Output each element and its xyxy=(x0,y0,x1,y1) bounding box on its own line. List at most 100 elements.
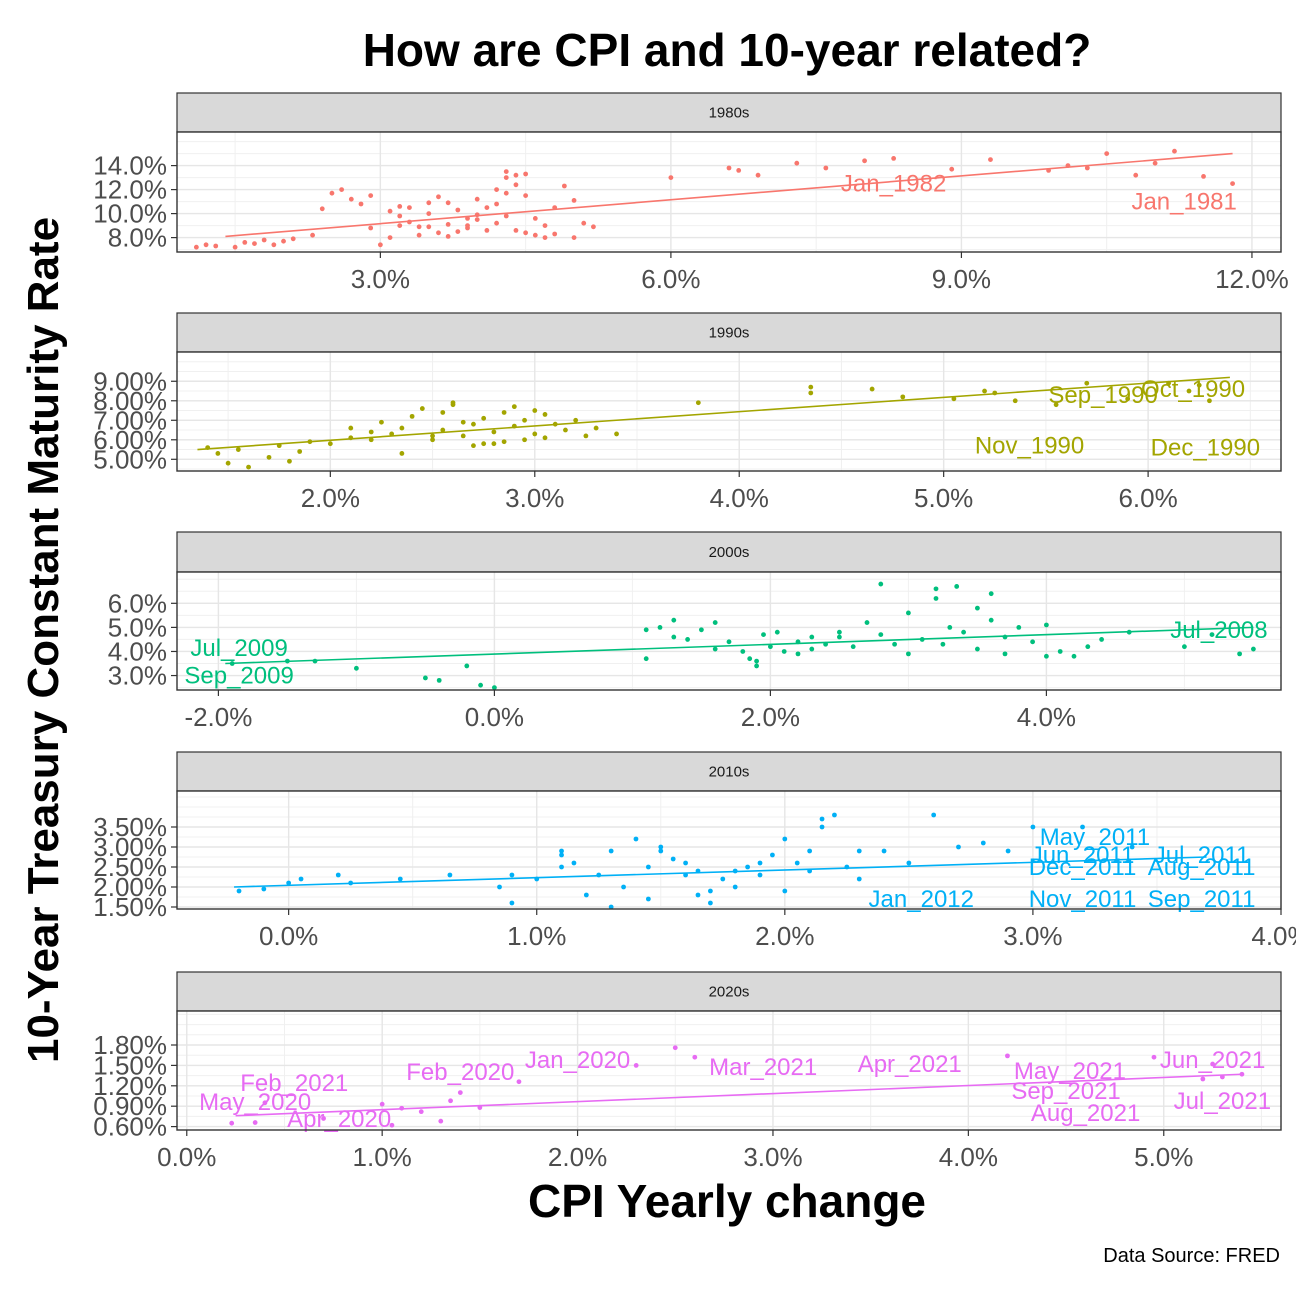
data-point xyxy=(262,1100,268,1106)
data-point xyxy=(832,812,837,818)
data-point xyxy=(745,864,751,870)
data-point xyxy=(692,1054,698,1060)
data-point xyxy=(542,223,548,229)
data-point xyxy=(732,884,738,890)
data-point xyxy=(532,408,538,413)
data-point xyxy=(445,222,451,227)
data-point xyxy=(430,437,435,443)
data-point xyxy=(426,224,432,230)
data-point xyxy=(339,187,345,193)
data-point xyxy=(1084,380,1090,386)
data-point xyxy=(297,449,303,454)
data-point xyxy=(416,224,422,230)
point-label: Dec_2011 xyxy=(1029,854,1137,881)
data-point xyxy=(460,433,466,439)
data-point xyxy=(736,168,742,173)
point-label: Sep_1990 xyxy=(1048,382,1157,409)
data-point xyxy=(645,896,651,902)
point-label: May_2020 xyxy=(199,1089,311,1116)
data-point xyxy=(436,230,441,236)
data-point xyxy=(503,169,509,175)
data-point xyxy=(559,848,564,854)
panel-axes: -2.0% 0.0% 2.0% 4.0%3.0%4.0%5.0%6.0% xyxy=(108,588,1076,732)
data-point xyxy=(643,627,649,633)
data-point xyxy=(271,242,277,248)
point-label: Jul_2008 xyxy=(1170,617,1267,644)
data-point xyxy=(523,171,529,177)
data-point xyxy=(440,427,446,433)
panel-axes: 3.0% 6.0% 9.0% 12.0%8.0%10.0%12.0%14.0% xyxy=(93,151,1289,294)
y-tick-label: 8.00% xyxy=(93,386,167,416)
data-point xyxy=(1057,649,1063,654)
data-point xyxy=(522,437,527,443)
facet-panel-1990s: 1990s 2.0% 3.0% 4.0% 5.0% 6.0% 5.00%6.00%7.00%… xyxy=(93,312,1282,513)
x-tick-label: 4.0% xyxy=(710,483,769,513)
data-point xyxy=(532,216,538,221)
point-label: Oct_1990 xyxy=(1141,376,1245,403)
data-point xyxy=(1209,632,1215,638)
y-tick-label: 0.90% xyxy=(93,1091,167,1121)
data-point xyxy=(542,235,548,241)
data-point xyxy=(593,425,599,431)
data-point xyxy=(484,228,490,233)
data-point xyxy=(399,451,405,456)
data-point xyxy=(377,242,383,248)
data-point xyxy=(695,892,701,898)
y-tick-label: 12.0% xyxy=(93,175,167,205)
data-point xyxy=(757,872,763,878)
data-point xyxy=(807,848,813,854)
point-label: May_2011 xyxy=(1040,824,1150,851)
data-point xyxy=(440,410,446,415)
data-point xyxy=(416,232,422,238)
data-point xyxy=(399,425,405,431)
data-point xyxy=(436,194,441,200)
panel-border xyxy=(176,571,1282,691)
data-point xyxy=(457,1090,463,1095)
data-point xyxy=(695,400,701,406)
data-point xyxy=(503,190,509,196)
data-point xyxy=(335,872,341,878)
panel-border xyxy=(176,351,1282,472)
data-point xyxy=(286,880,292,886)
data-point xyxy=(757,860,763,866)
data-point xyxy=(491,429,497,435)
point-label: Jan_2020 xyxy=(525,1047,630,1074)
data-point xyxy=(1016,624,1022,630)
data-point xyxy=(947,624,953,630)
point-label: Jan_1981 xyxy=(1131,189,1236,216)
data-point xyxy=(819,816,825,822)
data-point xyxy=(1053,402,1059,408)
data-point xyxy=(232,244,238,250)
data-point xyxy=(931,812,937,818)
data-point xyxy=(193,244,199,250)
data-point xyxy=(471,421,476,427)
data-point xyxy=(290,236,296,242)
data-points xyxy=(193,148,1235,250)
data-point xyxy=(892,641,897,647)
x-tick-label: 6.0% xyxy=(1118,483,1177,513)
y-tick-label: 8.0% xyxy=(108,223,167,253)
data-point xyxy=(460,419,466,425)
data-point xyxy=(754,663,759,669)
x-tick-label: -2.0% xyxy=(184,702,252,732)
data-point xyxy=(423,675,428,681)
data-point xyxy=(864,620,870,625)
data-point xyxy=(707,900,713,906)
data-point xyxy=(397,876,403,882)
data-point xyxy=(643,656,649,662)
x-tick-label: 0.0% xyxy=(157,1142,216,1172)
data-point xyxy=(1071,653,1077,659)
data-point xyxy=(215,451,221,456)
point-labels: Jan_1982 Jan_1981 xyxy=(841,171,1237,216)
y-tick-label: 6.00% xyxy=(93,425,167,455)
data-point xyxy=(583,433,589,439)
data-point xyxy=(837,634,842,640)
data-point xyxy=(940,641,946,647)
facet-strip-label: 2020s xyxy=(709,984,750,1001)
data-point xyxy=(982,388,987,394)
panel-border xyxy=(176,790,1282,910)
data-point xyxy=(389,1122,395,1128)
y-tick-label: 10.0% xyxy=(93,199,167,229)
data-point xyxy=(354,665,359,671)
